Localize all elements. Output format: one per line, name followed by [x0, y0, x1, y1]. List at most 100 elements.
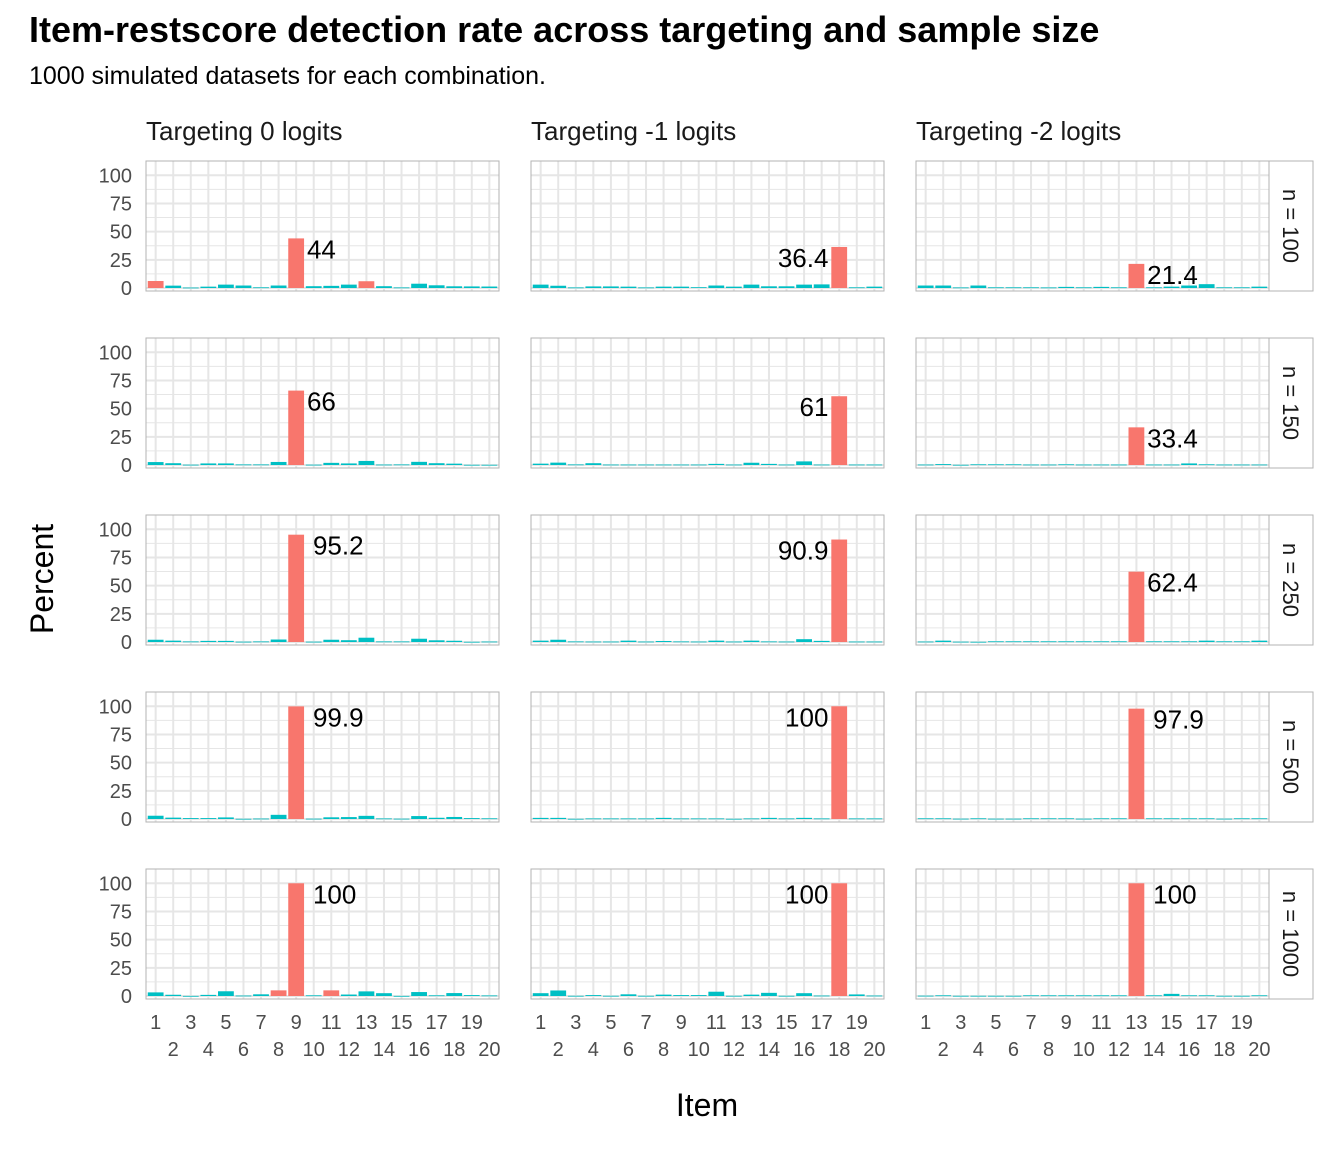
x-tick-label: 15: [390, 1012, 412, 1034]
bar: [1023, 818, 1039, 820]
bar: [428, 285, 445, 288]
bar: [1251, 464, 1268, 466]
bar: [411, 992, 427, 996]
bar: [761, 286, 777, 288]
bar: [1216, 464, 1233, 466]
bar: [550, 462, 567, 465]
x-tick-label: 11: [706, 1012, 727, 1034]
bar: [813, 284, 830, 288]
bar: [638, 464, 654, 466]
bar: [532, 817, 549, 819]
bar: [1146, 995, 1162, 997]
bar: [235, 818, 252, 820]
bar: [235, 464, 252, 466]
bar: [567, 641, 584, 643]
bar: [323, 462, 340, 465]
bar: [270, 461, 287, 465]
bar: [1005, 641, 1022, 643]
facet-row-strip: n = 100: [1268, 160, 1314, 292]
bar: [567, 995, 584, 997]
bar: [935, 285, 952, 288]
bar: [567, 818, 584, 820]
data-label: 100: [1153, 879, 1196, 909]
bar: [376, 993, 392, 996]
bar: [988, 464, 1004, 466]
bar: [481, 464, 498, 466]
bar: [796, 817, 812, 819]
panel-background: [916, 869, 1269, 999]
chart-title: Item-restscore detection rate across tar…: [29, 9, 1099, 50]
y-tick-label: 75: [110, 193, 132, 215]
x-tick-label: 19: [461, 1012, 483, 1034]
bar: [463, 464, 480, 466]
y-tick-label: 50: [110, 930, 132, 952]
bar: [1005, 995, 1022, 997]
x-tick-label: 9: [676, 1012, 687, 1034]
bar: [585, 818, 602, 820]
bar: [376, 818, 392, 820]
x-tick-label: 11: [1091, 1012, 1112, 1034]
panel: 100: [530, 868, 885, 1000]
bar: [1075, 818, 1092, 820]
data-label: 100: [785, 879, 828, 909]
y-tick-label: 25: [110, 781, 132, 803]
bar: [1233, 995, 1250, 997]
x-tick-label: 17: [811, 1012, 833, 1034]
data-label: 95.2: [313, 531, 364, 561]
bar: [305, 818, 322, 820]
facet-row-label: n = 1000: [1278, 891, 1303, 977]
bar: [1163, 993, 1180, 996]
bar: [147, 281, 164, 288]
x-tick-label: 12: [338, 1039, 360, 1061]
bar: [970, 641, 987, 643]
bar: [358, 281, 375, 288]
x-tick-label: 3: [570, 1012, 581, 1034]
bar: [323, 285, 340, 288]
x-tick-label: 3: [185, 1012, 196, 1034]
x-tick-label: 18: [828, 1039, 850, 1061]
bar: [1216, 287, 1233, 289]
x-tick-label: 10: [303, 1039, 325, 1061]
bar: [952, 641, 969, 643]
x-tick-label: 4: [588, 1039, 599, 1061]
bar: [988, 641, 1004, 643]
bar: [288, 534, 305, 642]
bar: [778, 995, 795, 997]
bar: [1093, 995, 1110, 997]
bar: [323, 990, 340, 996]
x-tick-label: 9: [291, 1012, 302, 1034]
y-axis-label: Percent: [24, 524, 60, 634]
bar: [1198, 464, 1215, 466]
bar: [603, 818, 619, 820]
bar: [376, 286, 392, 288]
panel-background: [531, 692, 884, 822]
bar: [917, 818, 934, 820]
bar: [690, 818, 707, 820]
y-tick-label: 75: [110, 724, 132, 746]
bar: [340, 284, 357, 288]
bar: [358, 460, 375, 465]
bar: [1110, 287, 1127, 289]
bar: [1251, 640, 1268, 642]
bar: [917, 641, 934, 643]
x-tick-label: 4: [973, 1039, 984, 1061]
bar: [655, 994, 672, 996]
bar: [1146, 818, 1162, 820]
y-tick-label: 100: [99, 696, 132, 718]
bar: [603, 995, 619, 997]
bar: [655, 640, 672, 642]
bar: [532, 993, 549, 996]
bar: [463, 286, 480, 288]
bar: [358, 815, 375, 819]
bar: [1198, 640, 1215, 642]
x-tick-label: 17: [1196, 1012, 1218, 1034]
bar: [463, 818, 480, 819]
bar: [970, 818, 987, 820]
panel: 21.4: [915, 160, 1270, 292]
bar: [340, 994, 357, 996]
bar: [550, 285, 567, 288]
facet-row-label: n = 100: [1278, 189, 1303, 263]
y-tick-label: 100: [99, 342, 132, 364]
facet-column-strip: Targeting -2 logits: [916, 116, 1121, 146]
